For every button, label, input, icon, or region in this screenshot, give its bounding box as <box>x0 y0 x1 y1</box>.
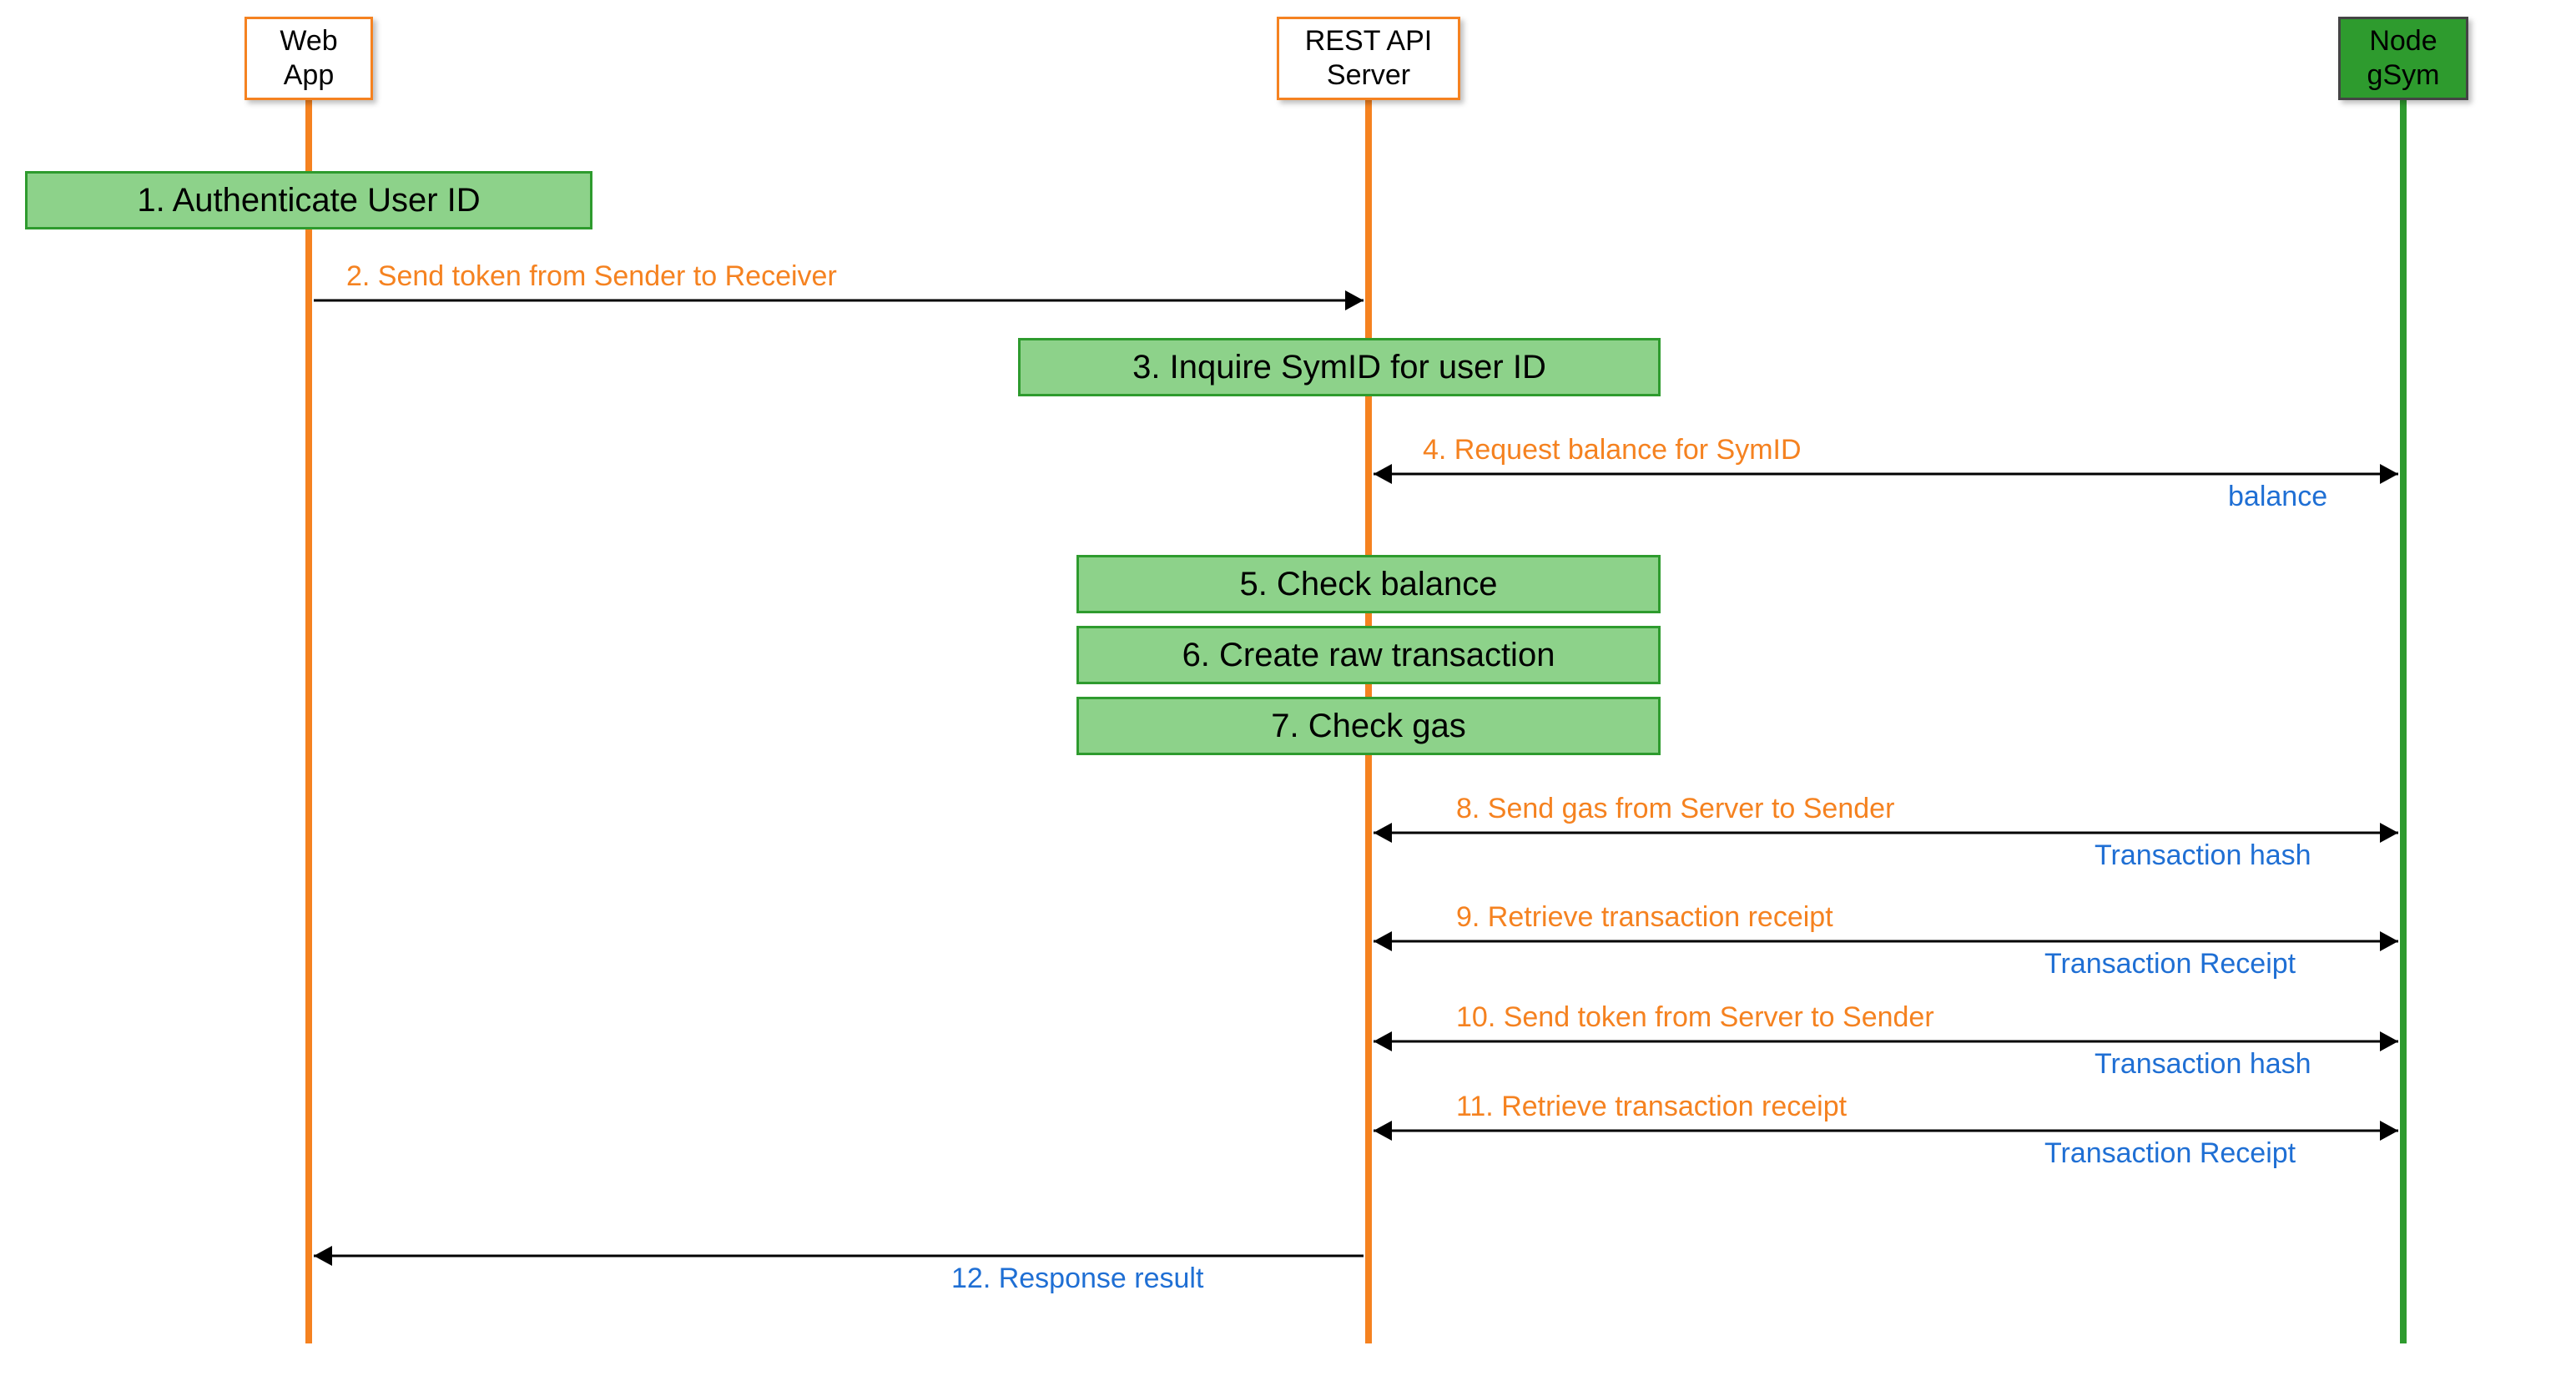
lifeline-web-app <box>305 83 312 1343</box>
action-a5: 5. Check balance <box>1076 555 1661 613</box>
sequence-diagram-canvas: Web App REST API Server Node gSym 1. Authen… <box>0 0 2576 1376</box>
message-m2: 2. Send token from Sender to Receiver <box>346 260 837 293</box>
message-m9r: Transaction Receipt <box>2044 948 2296 980</box>
message-m9: 9. Retrieve transaction receipt <box>1456 901 1833 934</box>
lifeline-node-gsym <box>2400 83 2407 1343</box>
action-a1: 1. Authenticate User ID <box>25 171 592 229</box>
participant-node-gsym: Node gSym <box>2338 17 2468 100</box>
participant-web-app: Web App <box>244 17 373 100</box>
message-m10r: Transaction hash <box>2095 1048 2311 1081</box>
message-m11: 11. Retrieve transaction receipt <box>1456 1091 1847 1123</box>
message-m8r: Transaction hash <box>2095 839 2311 872</box>
message-m4r: balance <box>2228 481 2327 513</box>
message-m8: 8. Send gas from Server to Sender <box>1456 793 1894 825</box>
message-m10: 10. Send token from Server to Sender <box>1456 1001 1934 1034</box>
action-a6: 6. Create raw transaction <box>1076 626 1661 684</box>
message-m4: 4. Request balance for SymID <box>1423 434 1802 466</box>
participant-rest-api: REST API Server <box>1277 17 1460 100</box>
message-m12: 12. Response result <box>951 1263 1203 1295</box>
message-m11r: Transaction Receipt <box>2044 1137 2296 1170</box>
action-a7: 7. Check gas <box>1076 697 1661 755</box>
action-a3: 3. Inquire SymID for user ID <box>1018 338 1661 396</box>
